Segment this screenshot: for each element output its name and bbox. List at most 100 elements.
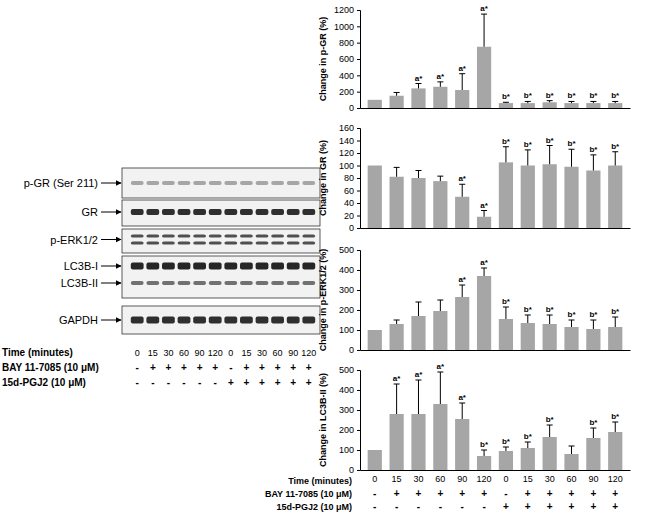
treatment-sign: + [459,488,465,499]
bar [390,177,404,228]
time-label: Time (minutes) [2,347,73,358]
error-bar [527,150,528,166]
blot-band [162,209,175,215]
blot-band [131,209,144,215]
blot-band [162,242,175,245]
annotation: b* [502,92,511,101]
treatment-sign: - [482,501,485,512]
tick-label: 15 [523,474,533,484]
blot-band [271,235,284,238]
y-tick: 0 [349,345,360,355]
annotation: b* [568,310,577,319]
blot-band [146,242,159,245]
blot-band [256,242,269,245]
blot-panel [122,256,320,298]
error-bar [549,425,550,437]
treatment-sign: + [590,488,596,499]
blot-band [271,242,284,245]
blot-band [302,263,315,270]
bar [390,324,404,350]
tick-mark [357,108,360,109]
error-cap [503,307,509,308]
tick-label: 40 [344,198,354,208]
y-tick: 40 [344,198,360,208]
y-axis-title: Change in LC3B-II (%) [318,373,328,467]
error-bar [505,147,506,163]
blot-band [178,235,191,238]
blot-band [131,317,144,324]
annotation: b* [480,440,489,449]
tick-mark [357,75,360,76]
bar [477,456,491,470]
blot-band [146,317,159,324]
error-cap [481,14,487,15]
error-cap [525,101,531,102]
band-arrow [101,266,121,267]
treatment-sign: + [394,488,400,499]
y-tick: 80 [344,173,360,183]
tick-label: 0 [349,103,354,113]
blot-band [209,235,222,238]
bar-chart: a*a*b*b*b*b*b*b*0100200300400500Change i… [318,245,631,355]
error-cap [437,81,443,82]
tick-label: 300 [339,405,354,415]
error-cap [481,268,487,269]
blot-band [256,317,269,324]
x-axis [361,228,631,229]
y-axis-title: Change in GR (%) [318,140,328,216]
error-cap [394,167,400,168]
tick-mark [357,250,360,251]
annotation: b* [568,139,577,148]
treatment-sign: - [136,362,139,373]
error-cap [547,145,553,146]
y-tick: 0 [349,103,360,113]
treatment-sign: + [290,362,296,373]
error-cap [415,380,421,381]
blot-band [131,263,144,270]
plot-area [368,268,623,350]
blot-band [256,281,269,285]
time-value: 120 [301,348,316,358]
axis-line [357,129,361,229]
bar [521,448,535,470]
tick-label: 100 [339,445,354,455]
error-cap [394,384,400,385]
band-label: p-ERK1/2 [50,234,98,246]
y-tick: 400 [339,71,360,81]
blot-band [162,235,175,238]
bar [543,324,557,350]
bar [411,316,425,350]
treatment-sign: + [306,377,312,388]
y-tick: 200 [339,425,360,435]
tick-mark [357,92,360,93]
band-arrow [101,212,121,213]
error-cap [612,151,618,152]
error-bar [440,372,441,404]
treatment-sign: + [275,377,281,388]
treatment-sign: + [590,501,596,512]
band-arrow [101,183,121,184]
tick-label: 80 [344,173,354,183]
tick-mark [357,26,360,27]
treatment-sign: - [395,501,398,512]
blot-band [209,181,222,185]
axis-line [357,11,361,109]
blot-band [193,317,206,324]
tick-mark [357,350,360,351]
treatment-label: BAY 11-7085 (10 μM) [2,362,99,373]
bar [521,323,535,350]
y-tick: 200 [339,305,360,315]
blot-band [240,209,253,215]
error-cap [590,428,596,429]
treatment-label: 15d-PGJ2 (10 μM) [276,502,352,512]
error-cap [569,149,575,150]
y-tick: 800 [339,38,360,48]
y-axis: 0100200300400500 [339,245,361,355]
bar [543,102,557,108]
tick-label: 60 [435,474,445,484]
error-bar [396,384,397,414]
figure: p-GR (Ser 211)GRp-ERK1/2LC3B-ILC3B-IIGAP… [0,0,650,514]
error-cap [612,317,618,318]
x-tick: 60 [435,470,445,484]
error-bar [440,300,441,311]
